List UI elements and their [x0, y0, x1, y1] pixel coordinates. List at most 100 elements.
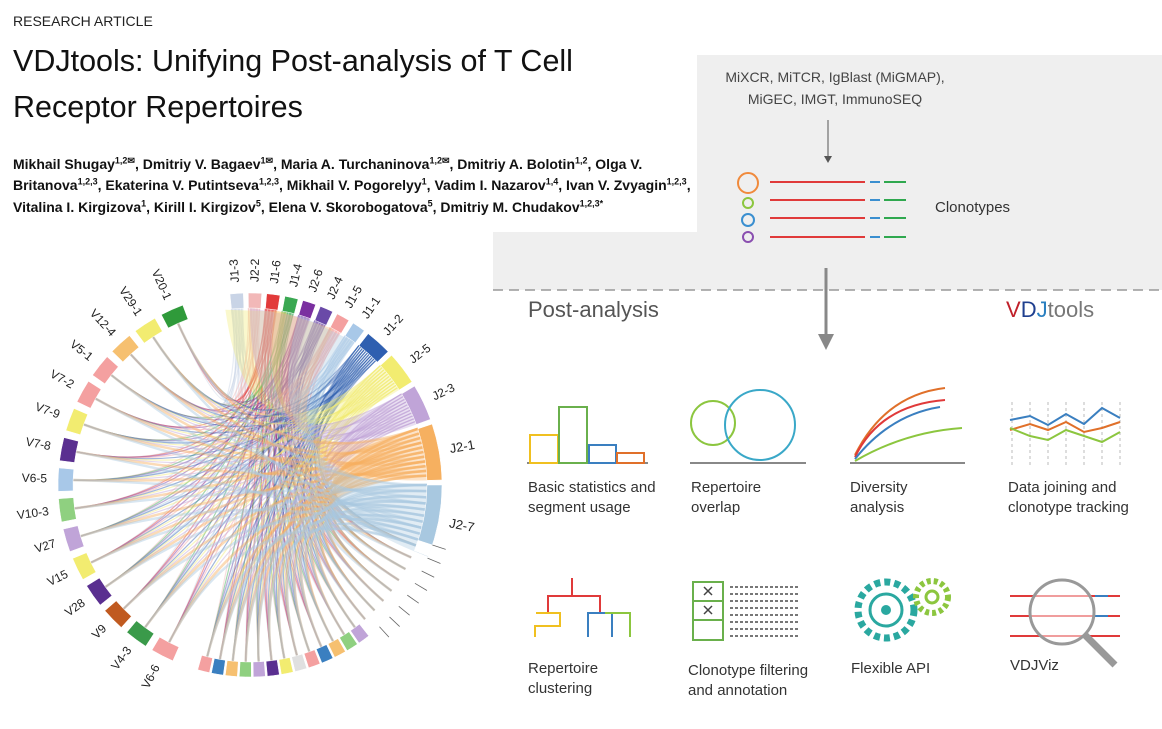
- chord-ribbon: [122, 515, 423, 610]
- chord-ribbon: [176, 322, 419, 445]
- chord-ribbon: [285, 427, 419, 656]
- tool-label: Repertoire clustering: [528, 660, 599, 697]
- chord-ribbon: [282, 323, 323, 652]
- chord-ribbon: [326, 517, 421, 593]
- chord-ribbon: [291, 380, 394, 652]
- chord-ribbon: [299, 500, 427, 648]
- chord-ribbon: [76, 358, 375, 460]
- author-affiliation: 1,4: [545, 176, 559, 187]
- v-segment: [104, 600, 132, 628]
- v-segment: [58, 497, 77, 523]
- v-segment: [72, 552, 97, 580]
- tick: [398, 606, 410, 616]
- v-segment-minor: [414, 539, 433, 557]
- chord-ribbon: [74, 308, 268, 510]
- chord-ribbon: [206, 409, 411, 657]
- chord-ribbon: [94, 397, 425, 465]
- chord-ribbon: [73, 338, 351, 481]
- chord-ribbon: [83, 423, 421, 460]
- v-segment-minor: [211, 658, 226, 676]
- chord-ribbon: [269, 309, 412, 559]
- chord-ribbon: [80, 312, 292, 537]
- tick: [407, 594, 419, 604]
- v-segment: [65, 408, 89, 436]
- chord-ribbon: [268, 382, 395, 661]
- j-label: J2-3: [430, 380, 457, 403]
- chord-ribbon: [266, 331, 339, 661]
- author: Dmitriy M. Chudakov1,2,3*: [440, 198, 603, 215]
- chord-ribbon: [294, 330, 345, 636]
- tool-label: Clonotype filtering and annotation: [688, 662, 809, 699]
- flow-arrow: [818, 268, 834, 350]
- chord-ribbon: [73, 311, 289, 481]
- author: Kirill I. Kirgizov5: [154, 198, 269, 215]
- chord-ribbon: [309, 340, 393, 592]
- chord-ribbon: [245, 316, 305, 662]
- chord-ribbon: [253, 308, 376, 612]
- chord-ribbon: [295, 320, 406, 570]
- chord-ribbon: [105, 310, 283, 588]
- chord-ribbon: [232, 308, 384, 602]
- chord-ribbon: [95, 308, 240, 428]
- chord-ribbon: [219, 347, 363, 660]
- v-segment-minor: [327, 638, 346, 658]
- chord-ribbon: [129, 353, 423, 455]
- chord-ribbon: [167, 527, 417, 643]
- chord-ribbon: [264, 308, 384, 602]
- chord-ribbon: [219, 308, 241, 660]
- chord-ribbon: [321, 508, 425, 612]
- chord-ribbon: [244, 450, 425, 662]
- v-label: V7-9: [33, 400, 62, 422]
- chord-ribbon: [294, 322, 376, 612]
- chord-ribbon: [152, 336, 372, 417]
- author: Elena V. Skorobogatova5: [268, 198, 441, 215]
- tool-label: Flexible API: [851, 660, 931, 677]
- chord-ribbon: [232, 312, 293, 662]
- chord-ribbon: [277, 446, 424, 659]
- chord-ribbon: [305, 377, 392, 636]
- chord-ribbon: [332, 460, 426, 559]
- chord-ribbon: [313, 345, 406, 570]
- chord-ribbon: [308, 409, 411, 636]
- chord-ribbon: [123, 380, 394, 610]
- chord-ribbon: [292, 412, 412, 652]
- chord-ribbon: [319, 406, 410, 612]
- chord-ribbon: [236, 308, 248, 662]
- chord-ribbon: [144, 401, 407, 628]
- chord-ribbon: [326, 404, 408, 581]
- chord-ribbon: [206, 339, 352, 657]
- chord-diagram: J1-3 J2-2 J1-6 J1-4 J2-6J2-4J1-5J1-1J1-2J2-5…: [16, 258, 476, 691]
- chord-ribbon: [176, 322, 428, 487]
- chord-ribbon: [299, 331, 366, 620]
- j-label: J1-1: [359, 294, 384, 321]
- chord-ribbon: [105, 364, 381, 588]
- author-name: Ivan V. Zvyagin: [566, 177, 667, 194]
- chord-ribbon: [232, 341, 354, 662]
- author-name: Elena V. Skorobogatova: [268, 198, 428, 215]
- chord-ribbon: [122, 460, 426, 610]
- chord-ribbon: [273, 312, 310, 652]
- chord-ribbon: [275, 350, 367, 659]
- chord-ribbon: [177, 308, 267, 402]
- chord-ribbon: [293, 349, 365, 648]
- chord-ribbon: [318, 355, 412, 559]
- chord-ribbon: [167, 474, 427, 643]
- author-name: Maria A. Turchaninova: [280, 155, 430, 172]
- j-label: J2-2: [247, 258, 262, 282]
- pipeline-background: [493, 55, 1162, 290]
- chord-ribbon: [332, 510, 423, 559]
- chord-ribbon: [205, 455, 425, 658]
- chord-ribbon: [320, 364, 406, 570]
- v-segment-minor: [265, 659, 280, 677]
- author: Ekaterina V. Putintseva1,2,3: [105, 177, 286, 194]
- tick: [379, 626, 390, 638]
- chord-ribbon: [83, 307, 252, 441]
- v-segment-minor: [252, 661, 266, 678]
- chord-ribbon: [177, 323, 403, 428]
- chord-ribbon: [309, 346, 384, 602]
- v-label: V7-8: [25, 435, 53, 454]
- j-label: J2-4: [324, 274, 346, 301]
- chord-ribbon: [252, 308, 285, 659]
- chord-ribbon: [305, 474, 427, 642]
